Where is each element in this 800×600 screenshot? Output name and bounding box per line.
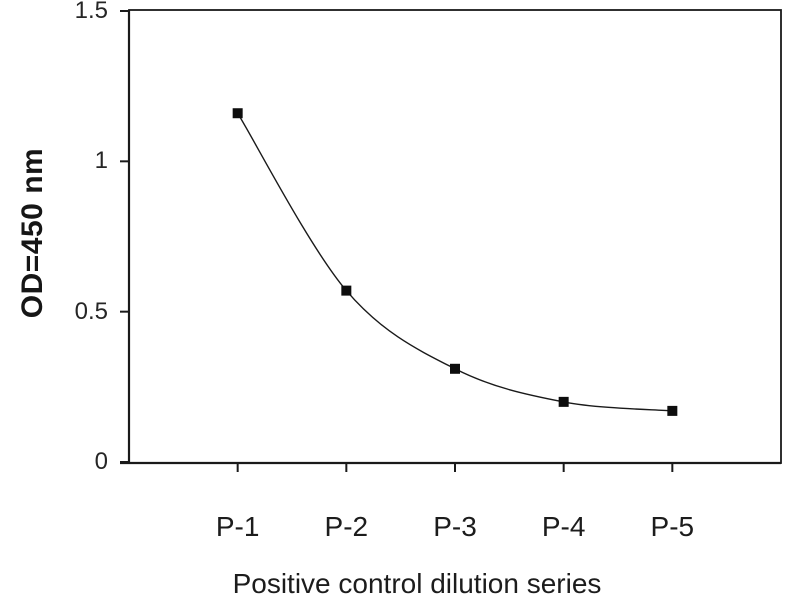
data-point-marker — [667, 405, 678, 416]
y-tick-label: 1 — [94, 147, 108, 175]
x-tick-label: P-1 — [215, 511, 260, 542]
y-tick-label: 0.5 — [74, 297, 108, 325]
plot-frame — [128, 9, 782, 464]
x-tick-label: P-4 — [541, 511, 586, 542]
data-point-marker — [558, 396, 569, 407]
y-axis-title: OD=450 nm — [16, 147, 49, 319]
x-axis-title: Positive control dilution series — [232, 568, 602, 599]
y-tick-label: 0 — [94, 448, 108, 475]
series-line — [237, 112, 673, 412]
data-point-marker — [450, 363, 460, 374]
data-point-marker — [341, 285, 352, 296]
x-tick-label: P-3 — [433, 511, 477, 542]
data-point-marker — [232, 108, 243, 119]
x-tick-label: P-2 — [324, 511, 369, 542]
y-tick-label: 1.5 — [74, 0, 108, 24]
x-tick-label: P-5 — [650, 511, 695, 542]
